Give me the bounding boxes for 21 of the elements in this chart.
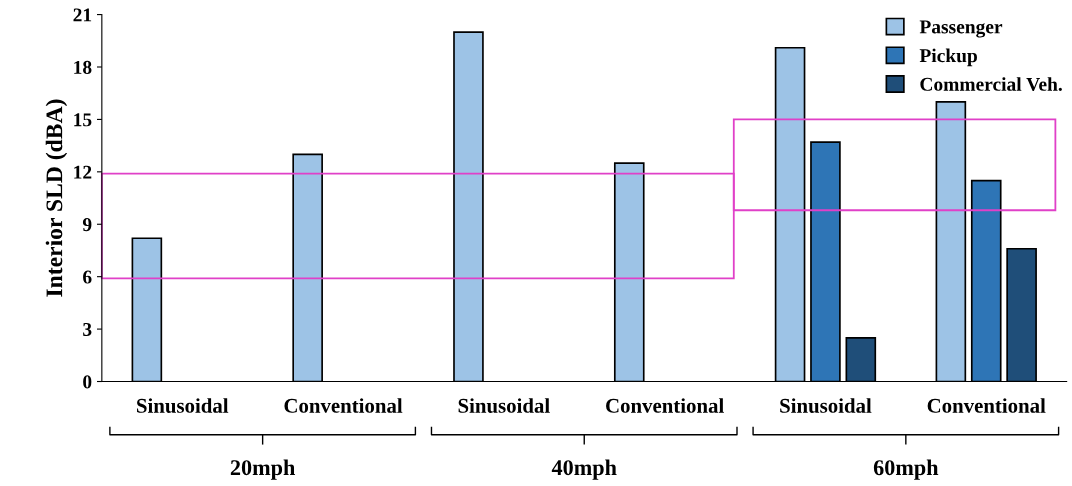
y-tick-label: 18: [74, 60, 92, 74]
y-tick-label: 21: [73, 8, 92, 22]
legend-label: Pickup: [919, 48, 977, 67]
y-axis-title: Interior SLD (dBA): [45, 99, 68, 297]
x-tick-label: Conventional: [927, 398, 1046, 413]
x-tick-label: Sinusoidal: [137, 398, 229, 413]
x-tick-label: Sinusoidal: [458, 398, 550, 413]
text: 40mph: [551, 459, 617, 480]
text: 20mph: [230, 459, 296, 480]
y-tick-label: 9: [82, 218, 92, 232]
x-tick-label: Conventional: [606, 398, 724, 413]
x-tick-label: Conventional: [284, 398, 403, 413]
y-tick-label: 0: [83, 375, 92, 389]
text: 60mph: [873, 459, 939, 480]
y-tick-label: 3: [83, 322, 92, 337]
y-tick-label: 15: [74, 113, 92, 127]
legend-label: Passenger: [919, 20, 1003, 38]
y-tick-label: 12: [74, 165, 92, 179]
y-tick-label: 6: [83, 270, 92, 284]
x-tick-label: Sinusoidal: [780, 398, 872, 413]
legend-label: Commercial Veh.: [920, 77, 1062, 91]
